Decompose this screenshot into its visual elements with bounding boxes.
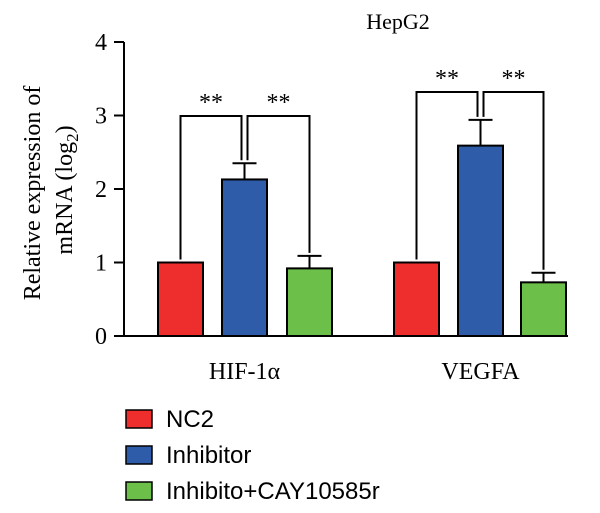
error-bars [232, 118, 556, 283]
legend-label: NC2 [166, 406, 214, 433]
bar-inhibitor-0 [221, 178, 268, 337]
significance-label: ** [435, 66, 459, 92]
significance-label: ** [267, 90, 291, 116]
bar-nc2-1 [393, 261, 440, 337]
legend: NC2 Inhibitor Inhibito+CAY10585r [125, 406, 380, 505]
significance-bracket [179, 115, 243, 260]
chart-title: HepG2 [366, 9, 430, 34]
significance-label: ** [199, 90, 223, 116]
y-axis-label-line2: mRNA (log [52, 142, 78, 255]
bar-inhibito-cay10585r-1 [520, 281, 567, 337]
y-axis-label-subscript: 2 [63, 133, 82, 142]
x-tick-label: VEGFA [441, 359, 520, 385]
significance-brackets: ** ** ** ** [179, 66, 545, 270]
y-tick-label: 4 [95, 30, 107, 56]
legend-swatch-0 [125, 409, 153, 429]
y-tick-label: 3 [95, 104, 107, 130]
bars [157, 144, 567, 338]
bar-inhibitor-1 [457, 144, 504, 337]
y-axis-label: Relative expression of mRNA (log2) [20, 80, 82, 301]
bar-inhibito-cay10585r-0 [286, 267, 333, 338]
legend-swatch-2 [125, 481, 153, 501]
significance-bracket [482, 91, 545, 270]
legend-swatch-1 [125, 445, 153, 465]
y-tick-label: 2 [95, 177, 107, 203]
y-axis: 0 1 2 3 4 [95, 30, 125, 350]
bar-nc2-0 [157, 261, 204, 337]
x-tick-label: HIF-1α [209, 359, 281, 385]
y-tick-label: 0 [95, 324, 107, 350]
y-axis-label-close: ) [52, 125, 78, 133]
significance-bracket [415, 91, 479, 260]
significance-label: ** [502, 66, 526, 92]
legend-label: Inhibito+CAY10585r [166, 478, 380, 505]
legend-label: Inhibitor [166, 442, 251, 469]
y-axis-label-line1: Relative expression of [20, 86, 46, 301]
y-tick-label: 1 [95, 251, 107, 277]
x-axis: HIF-1α VEGFA [124, 335, 568, 385]
significance-bracket [246, 115, 311, 253]
